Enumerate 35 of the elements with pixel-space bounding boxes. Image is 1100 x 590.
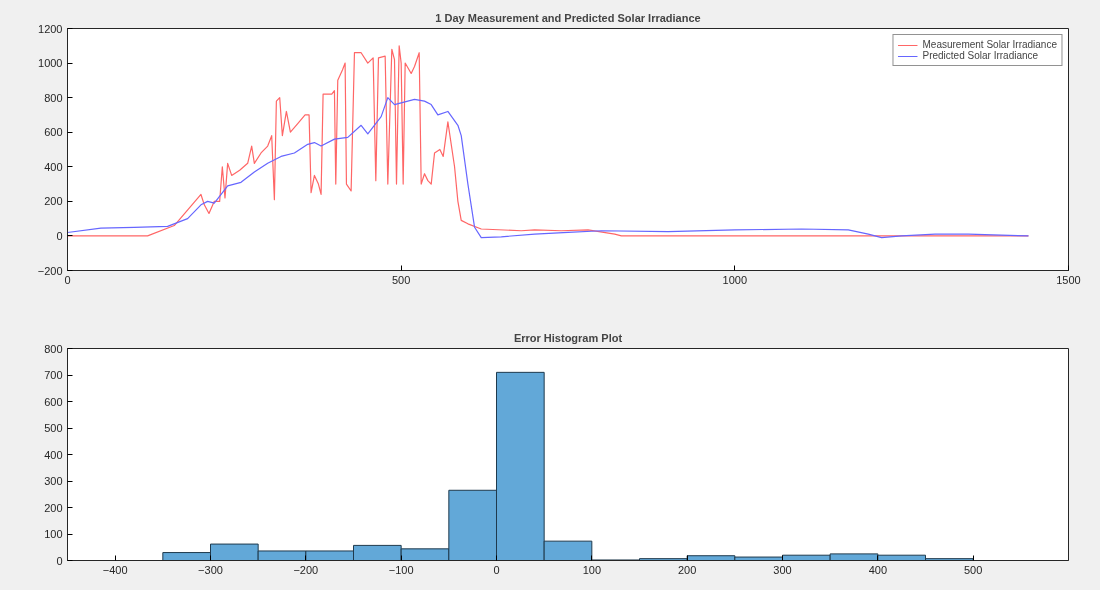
y-tick-label: 300 [44,475,63,487]
x-tick-label: −300 [198,563,223,576]
y-tick-label: 100 [44,528,63,540]
y-tick-label: 600 [44,126,63,139]
y-tick-label: 800 [44,342,63,355]
y-tick-label: 1000 [38,57,63,70]
x-tick-label: 300 [773,563,792,576]
x-tick-label: 200 [677,563,697,576]
x-tick-label: 1500 [1056,273,1081,286]
x-tick-label: 100 [582,563,602,576]
y-tick-label: 500 [44,422,63,434]
legend-label: Predicted Solar Irradiance [922,50,1039,61]
x-tick-label: 400 [868,563,888,576]
x-tick-label: 500 [963,563,983,576]
y-tick-label: 700 [44,369,63,381]
legend-label: Measurement Solar Irradiance [922,39,1057,50]
x-tick-label: 500 [391,273,411,286]
y-tick-label: 0 [56,229,63,242]
y-tick-label: 800 [44,91,63,104]
x-tick-label: −200 [293,563,319,576]
x-tick-label: 1000 [722,273,748,286]
y-tick-label: 200 [44,501,63,514]
chart-title: 1 Day Measurement and Predicted Solar Irradiance [435,11,701,24]
x-tick-label: 0 [64,273,71,286]
x-tick-label: −100 [388,563,414,576]
y-tick-label: 400 [44,160,63,173]
y-tick-label: 0 [56,554,63,567]
y-tick-label: 200 [44,195,63,208]
x-tick-label: 0 [493,563,500,576]
chart-title: Error Histogram Plot [513,331,623,344]
y-tick-label: −200 [37,264,63,277]
x-tick-label: −400 [102,563,128,576]
y-tick-label: 400 [44,448,63,461]
y-tick-label: 600 [44,395,63,408]
y-tick-label: 1200 [38,22,63,35]
